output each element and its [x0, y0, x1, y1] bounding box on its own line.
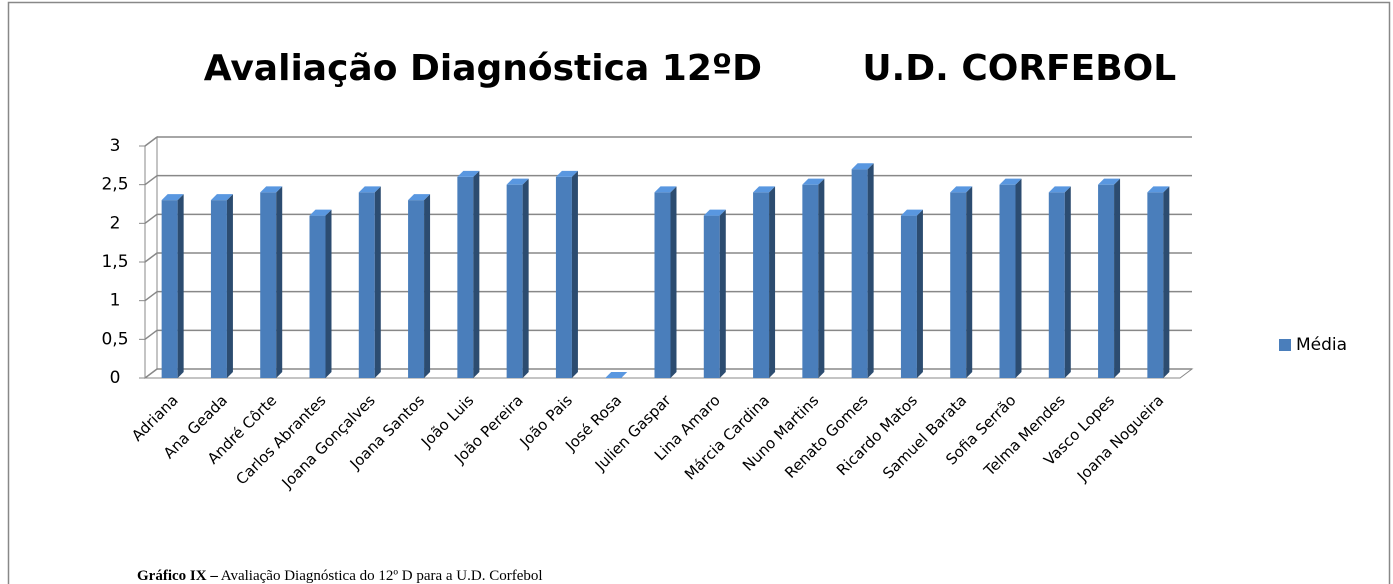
- bar-side: [1064, 186, 1071, 378]
- bar-top: [900, 209, 923, 216]
- bar-front: [309, 215, 326, 378]
- bar-top: [950, 186, 973, 193]
- bar-top: [654, 186, 677, 193]
- bar-front: [1048, 192, 1065, 378]
- legend-swatch: [1279, 339, 1291, 351]
- bar-front: [802, 184, 819, 378]
- bar-front: [260, 192, 277, 378]
- caption-text: Avaliação Diagnóstica do 12º D para a U.…: [221, 568, 543, 584]
- bar-front: [753, 192, 770, 378]
- bar-top: [506, 178, 529, 185]
- bar-side: [769, 186, 776, 378]
- caption: Gráfico IX – Avaliação Diagnóstica do 12…: [137, 568, 543, 584]
- caption-label: Gráfico IX –: [137, 568, 218, 584]
- grid-line-side: [144, 329, 158, 340]
- bar-side: [1114, 178, 1121, 378]
- bar-side: [966, 186, 973, 378]
- bar-front: [900, 215, 917, 378]
- bar-side: [916, 209, 923, 378]
- bar-front: [408, 200, 425, 378]
- y-tick-label: 0: [110, 368, 121, 388]
- grid-line-side: [144, 136, 158, 147]
- bar-side: [276, 186, 283, 378]
- bar-side: [226, 194, 233, 378]
- bar-side: [1015, 178, 1022, 378]
- bar-side: [719, 209, 726, 378]
- bar-top: [555, 170, 578, 177]
- grid-line-side: [144, 368, 158, 379]
- bar-front: [506, 184, 523, 378]
- bar-side: [473, 170, 480, 378]
- bar-top: [851, 163, 874, 170]
- bar-side: [374, 186, 381, 378]
- bar-front: [1147, 192, 1164, 378]
- bar-side: [867, 163, 874, 378]
- bar-side: [522, 178, 529, 378]
- chart-title: Avaliação Diagnóstica 12ºD U.D. CORFEBOL: [204, 48, 1176, 89]
- bar-side: [670, 186, 677, 378]
- bar-top: [703, 209, 726, 216]
- bar-top: [260, 186, 283, 193]
- y-tick-label: 0,5: [101, 329, 128, 349]
- y-tick-label: 3: [110, 136, 121, 156]
- bar-front: [161, 200, 178, 378]
- bar-front: [703, 215, 720, 378]
- y-tick-label: 2: [110, 213, 121, 233]
- bar-top: [999, 178, 1022, 185]
- y-tick-label: 1,5: [101, 252, 128, 272]
- bar-top: [605, 372, 628, 378]
- bar-top: [210, 194, 233, 201]
- bar-side: [325, 209, 332, 378]
- grid-line-side: [144, 291, 158, 302]
- grid-line-side: [144, 213, 158, 224]
- bar-side: [571, 170, 578, 378]
- bar-front: [457, 176, 474, 378]
- bar-top: [1147, 186, 1170, 193]
- bar-front: [851, 169, 868, 378]
- bar-front: [999, 184, 1016, 378]
- grid-line-side: [144, 252, 158, 263]
- legend-label: Média: [1296, 335, 1347, 355]
- bar-top: [457, 170, 480, 177]
- bar-side: [177, 194, 184, 378]
- y-tick-label: 2,5: [101, 175, 128, 195]
- bar-side: [1163, 186, 1170, 378]
- bar-top: [1098, 178, 1121, 185]
- bar-top: [161, 194, 184, 201]
- bar-front: [950, 192, 967, 378]
- bar-front: [358, 192, 375, 378]
- bar-top: [1048, 186, 1071, 193]
- grid-line-side: [144, 175, 158, 186]
- bar-top: [802, 178, 825, 185]
- bar-top: [408, 194, 431, 201]
- bar-top: [309, 209, 332, 216]
- y-tick-label: 1: [110, 291, 121, 311]
- bar-side: [424, 194, 431, 378]
- bar-side: [818, 178, 825, 378]
- bar-front: [210, 200, 227, 378]
- bar-top: [753, 186, 776, 193]
- bar-front: [555, 176, 572, 378]
- bar-top: [358, 186, 381, 193]
- bar-front: [654, 192, 671, 378]
- bar-front: [1098, 184, 1115, 378]
